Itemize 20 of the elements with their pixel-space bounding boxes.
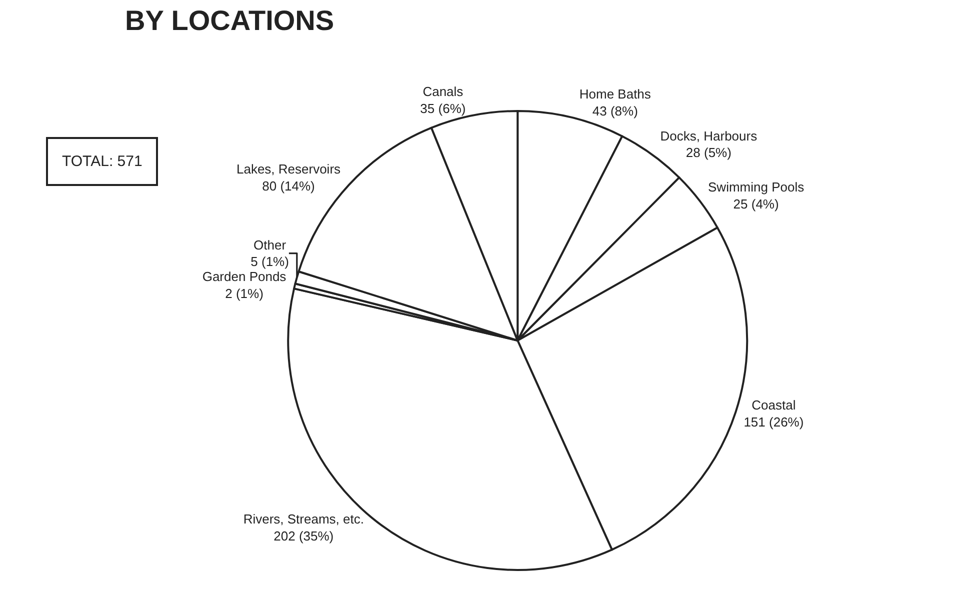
- data-label: 2 (1%): [225, 286, 264, 302]
- data-label: 202 (35%): [274, 528, 334, 544]
- data-label: 80 (14%): [262, 178, 315, 194]
- slice-label: Rivers, Streams, etc.: [243, 511, 364, 526]
- text: TOTAL: 571: [62, 153, 142, 170]
- slice-label: Other: [254, 237, 287, 252]
- data-label: 43 (8%): [592, 103, 638, 118]
- data-label: 5 (1%): [250, 254, 289, 270]
- data-label: 35 (6%): [420, 100, 466, 116]
- data-label: 25 (4%): [733, 196, 779, 212]
- data-label: 151 (26%): [744, 414, 804, 430]
- slice-label: Lakes, Reservoirs: [236, 162, 342, 177]
- slice-label: Swimming Pools: [708, 179, 805, 194]
- slice-label: Canals: [422, 84, 464, 99]
- chart-title: BY LOCATIONS: [125, 5, 334, 36]
- slice-label: Home Baths: [579, 86, 652, 102]
- slice-label: Garden Ponds: [202, 269, 287, 284]
- data-label: 28 (5%): [686, 145, 732, 160]
- slice-label: Coastal: [752, 397, 796, 412]
- slice-label: Docks, Harbours: [660, 128, 758, 144]
